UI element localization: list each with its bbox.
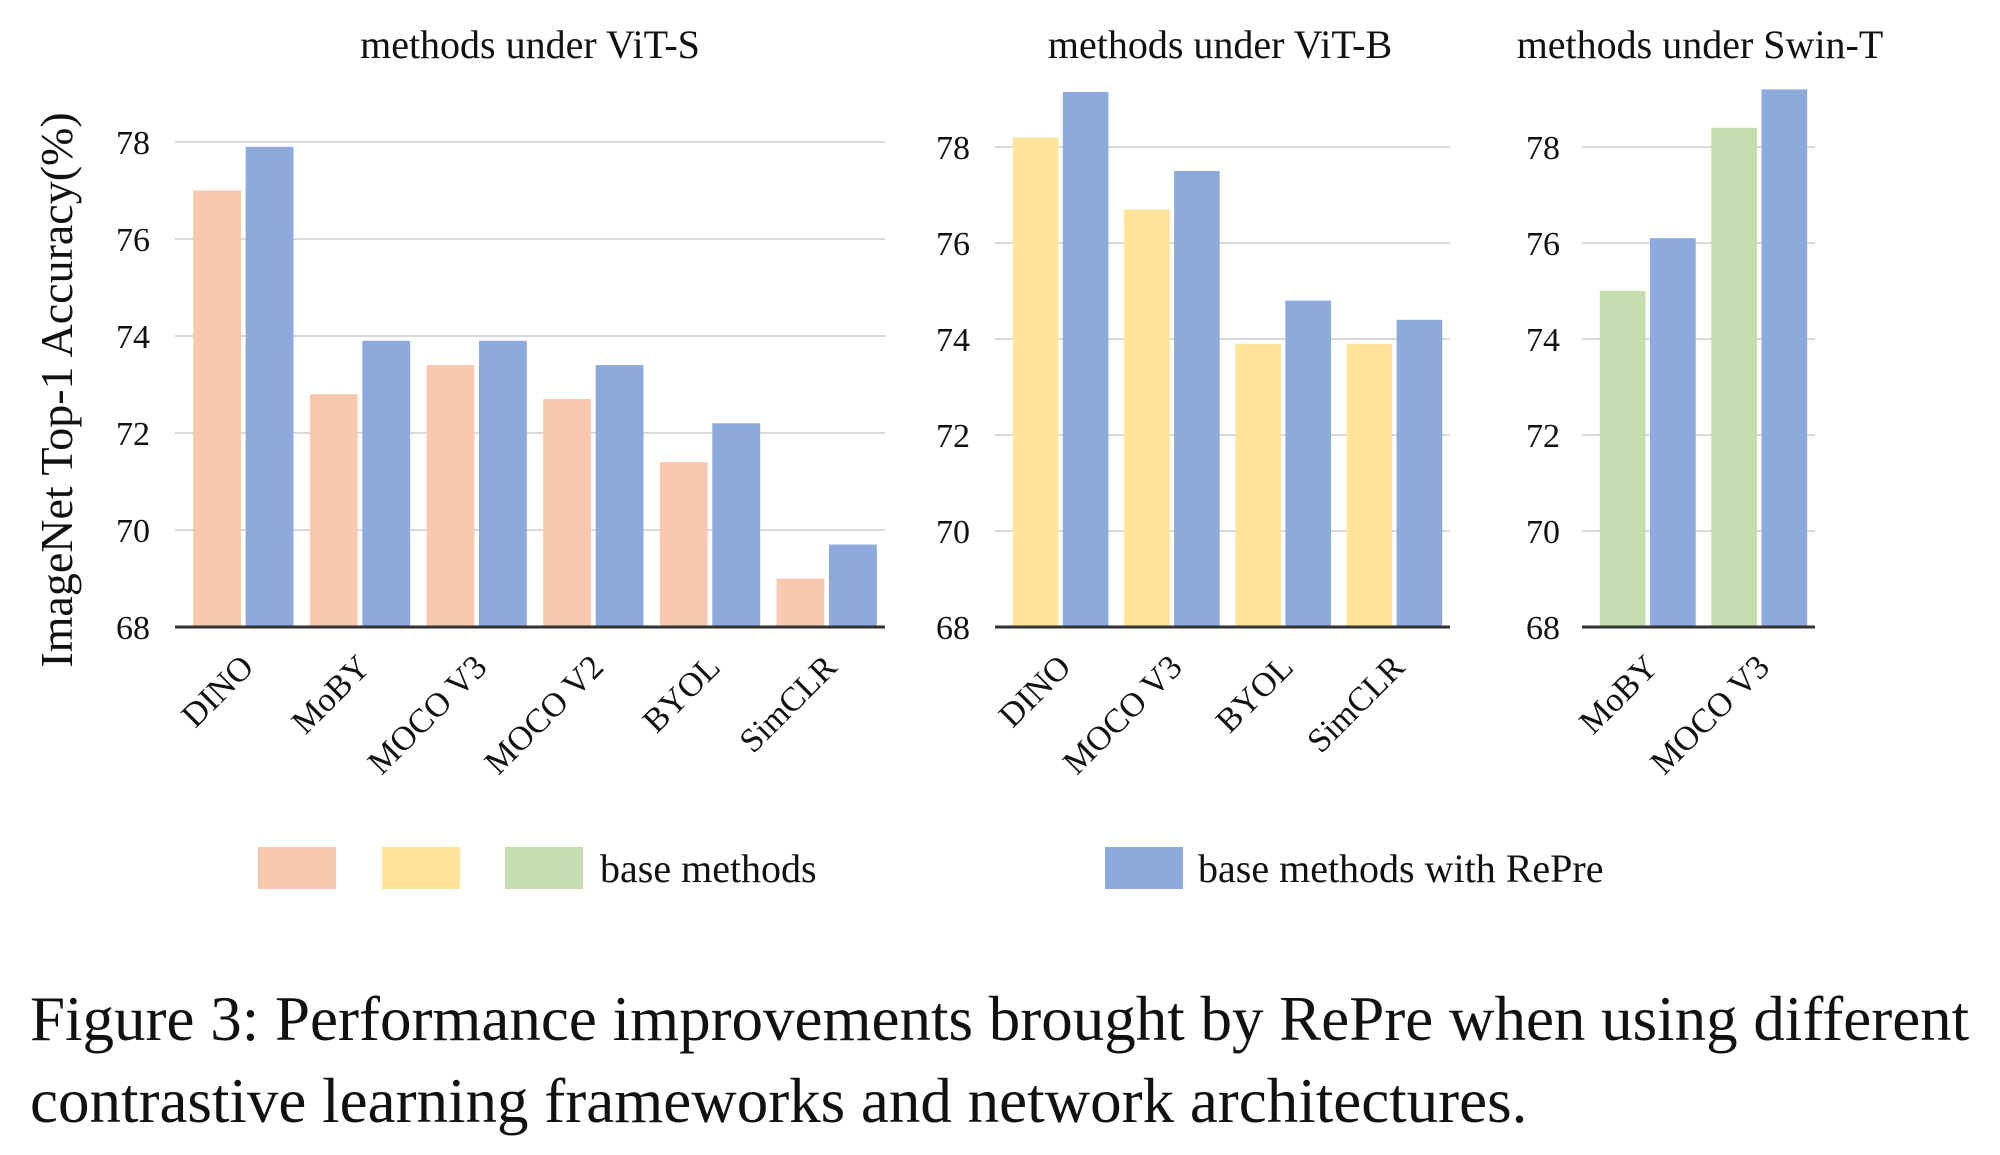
- y-tick-label: 76: [936, 226, 970, 263]
- y-tick-label: 74: [116, 319, 150, 356]
- x-tick-label: MOCO V3: [1056, 648, 1189, 781]
- bar-moco-v3-repre: [1761, 89, 1808, 627]
- y-tick-label: 70: [116, 513, 150, 550]
- y-tick-label: 68: [1526, 610, 1560, 647]
- x-tick-label: MoBY: [285, 648, 378, 741]
- legend-label-base-methods-with-repre: base methods with RePre: [1198, 846, 1604, 891]
- panel-methods-under-vit-b: methods under ViT-B 68 70 72 74 76 78 DINOMOCO …: [936, 22, 1450, 782]
- bar-byol-repre: [712, 423, 761, 627]
- bar-simclr-base: [776, 578, 825, 627]
- x-tick-label: MOCO V3: [361, 648, 494, 781]
- bar-dino-base: [1012, 137, 1059, 627]
- legend-swatch: [382, 847, 460, 889]
- bar-dino-repre: [1062, 92, 1109, 627]
- figure-caption: Figure 3: Performance improvements broug…: [30, 984, 1970, 1136]
- y-tick-label: 76: [1526, 226, 1560, 263]
- y-axis-label: ImageNet Top-1 Accuracy(%): [31, 112, 82, 667]
- bar-moco-v3-base: [426, 365, 475, 627]
- bar-moco-v3-repre: [479, 340, 527, 627]
- bar-byol-base: [1235, 343, 1281, 627]
- panel-methods-under-swin-t: methods under Swin-T 68 70 72 74 76 78 MoBYMOCO…: [1517, 22, 1884, 782]
- y-tick-label: 72: [116, 416, 150, 453]
- legend-swatch-base-methods: [505, 847, 583, 889]
- y-tick-label: 78: [936, 130, 970, 167]
- y-tick-label: 74: [1526, 322, 1560, 359]
- x-tick-label: BYOL: [636, 648, 728, 740]
- legend-label-base-methods: base methods: [600, 846, 817, 891]
- bar-moco-v3-repre: [1174, 171, 1220, 627]
- bar-moco-v3-base: [1124, 209, 1170, 627]
- bar-moco-v3-base: [1711, 127, 1758, 628]
- panel-title: methods under Swin-T: [1517, 22, 1884, 67]
- y-tick-label: 76: [116, 222, 150, 259]
- bar-simclr-repre: [1396, 319, 1443, 627]
- bar-dino-repre: [245, 146, 294, 627]
- x-tick-label: BYOL: [1209, 648, 1301, 740]
- legend-swatch: [258, 847, 336, 889]
- bar-moby-repre: [1649, 238, 1696, 627]
- y-tick-label: 68: [116, 610, 150, 647]
- y-tick-label: 74: [936, 322, 970, 359]
- x-tick-label: SimCLR: [733, 648, 845, 760]
- panel-title: methods under ViT-B: [1048, 22, 1392, 67]
- legend-swatch-base-methods-with-repre: [1105, 847, 1183, 889]
- bar-moby-base: [1599, 291, 1646, 627]
- x-tick-label: MoBY: [1572, 648, 1665, 741]
- bar-simclr-base: [1346, 343, 1393, 627]
- panel-title: methods under ViT-S: [360, 22, 700, 67]
- bar-simclr-repre: [829, 544, 877, 627]
- bar-moby-repre: [362, 340, 411, 627]
- y-tick-label: 78: [116, 125, 150, 162]
- bar-dino-base: [193, 190, 241, 627]
- legend: base methods base methods with RePre: [258, 846, 1604, 891]
- y-tick-label: 72: [1526, 418, 1560, 455]
- x-tick-label: MOCO V2: [478, 648, 611, 781]
- y-tick-label: 68: [936, 610, 970, 647]
- bar-moco-v2-base: [543, 399, 591, 627]
- bar-moby-base: [309, 394, 358, 627]
- x-tick-label: DINO: [992, 648, 1078, 734]
- x-tick-label: DINO: [175, 648, 261, 734]
- y-tick-label: 70: [1526, 514, 1560, 551]
- x-tick-label: MOCO V3: [1644, 648, 1777, 781]
- bar-moco-v2-repre: [595, 365, 644, 627]
- bar-byol-repre: [1285, 300, 1331, 627]
- y-tick-label: 72: [936, 418, 970, 455]
- bar-byol-base: [659, 462, 708, 627]
- y-tick-label: 78: [1526, 130, 1560, 167]
- x-tick-label: SimCLR: [1300, 648, 1412, 760]
- y-tick-label: 70: [936, 514, 970, 551]
